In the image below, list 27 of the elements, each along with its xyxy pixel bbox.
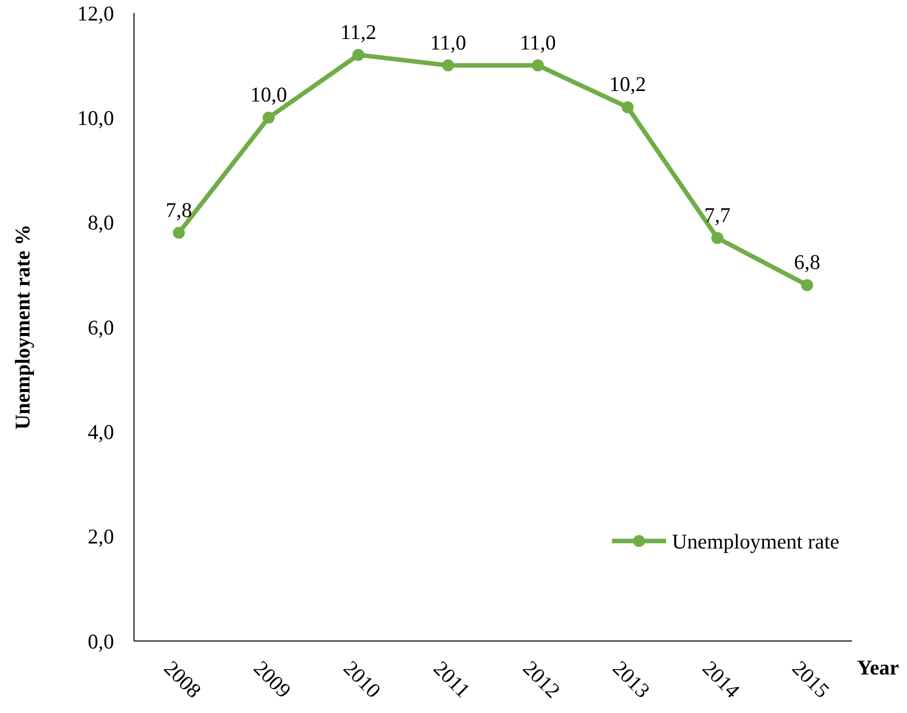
y-tick-label: 2,0: [88, 524, 114, 549]
data-label: 11,2: [340, 20, 376, 44]
y-tick-label: 0,0: [88, 629, 114, 654]
point: [352, 48, 364, 61]
y-tick-label: 6,0: [88, 315, 114, 340]
data-label: 7,8: [166, 198, 192, 222]
data-label: 11,0: [520, 30, 556, 54]
data-label: 10,0: [250, 82, 287, 107]
data-label: 7,7: [704, 203, 730, 228]
legend-label: Unemployment rate: [672, 529, 840, 554]
x-tick-label: 2009: [249, 656, 296, 703]
point: [262, 112, 275, 124]
data-label: 6,8: [794, 250, 820, 274]
y-tick-label: 8,0: [88, 210, 114, 235]
data-label: 11,0: [430, 30, 466, 54]
point: [801, 279, 814, 292]
x-axis-title: Year: [857, 655, 899, 680]
point: [622, 101, 634, 114]
y-axis-title: Unemployment rate %: [10, 224, 34, 430]
y-tick-label: 10,0: [77, 106, 114, 130]
data-label: 10,2: [609, 72, 646, 96]
y-tick-label: 4,0: [88, 420, 114, 444]
point: [711, 232, 724, 244]
point: [172, 226, 185, 239]
point: [442, 59, 454, 72]
y-tick-label: 12,0: [77, 1, 114, 26]
point: [532, 59, 544, 72]
